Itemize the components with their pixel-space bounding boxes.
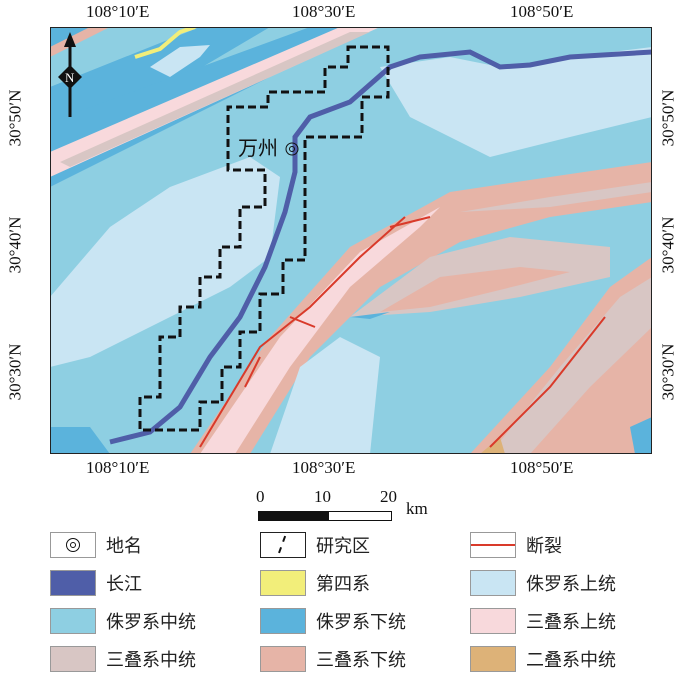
top-lon-label: 108°30′E — [292, 2, 356, 21]
triassic-upper-unit — [200, 207, 440, 454]
legend-item: 三叠系上统 — [470, 608, 616, 634]
left-lat-label: 30°30′N — [5, 343, 25, 401]
triassic-middle-unit — [60, 32, 370, 167]
fault-line — [489, 316, 606, 448]
legend-swatch — [470, 570, 516, 596]
map-frame: 万州 N — [50, 27, 652, 454]
legend-label: 二叠系中统 — [526, 650, 616, 671]
legend-swatch — [470, 608, 516, 634]
legend-label: 断裂 — [526, 536, 562, 557]
triassic-middle-unit — [460, 182, 652, 212]
bottom-lon-label: 108°10′E — [86, 458, 150, 477]
place-icon — [285, 142, 299, 156]
right-lat-label: 30°30′N — [658, 343, 678, 401]
legend-item: 侏罗系中统 — [50, 608, 196, 634]
fault-line — [389, 216, 431, 228]
map-border — [50, 27, 652, 454]
legend-label: 长江 — [106, 574, 142, 595]
study-area-icon — [260, 532, 306, 558]
jurassic-upper-unit — [50, 157, 280, 367]
scale-tick: 10 — [314, 487, 331, 506]
legend-item: 三叠系中统 — [50, 646, 196, 672]
left-lat-label: 30°50′N — [5, 89, 25, 147]
study-area-boundary — [138, 45, 390, 432]
legend-label: 侏罗系中统 — [106, 612, 196, 633]
bottom-lon-label: 108°30′E — [292, 458, 356, 477]
fault-line — [289, 316, 316, 328]
scale-black — [258, 511, 330, 521]
legend-label: 第四系 — [316, 574, 370, 595]
scale-tick: 20 — [380, 487, 397, 506]
top-lon-label: 108°10′E — [86, 2, 150, 21]
legend-label: 研究区 — [316, 536, 370, 557]
legend-label: 地名 — [106, 536, 142, 557]
fault-icon — [470, 532, 516, 558]
jurassic-lower-unit — [50, 427, 110, 454]
triassic-lower-unit — [530, 327, 652, 454]
scale-unit: km — [406, 499, 428, 518]
legend-item: 长江 — [50, 570, 142, 596]
fault-lines — [199, 216, 606, 448]
jurassic-lower-unit — [630, 417, 652, 454]
north-arrow: N — [58, 32, 82, 117]
yangtze-river — [109, 49, 652, 445]
legend-item: 侏罗系上统 — [470, 570, 616, 596]
legend-item: 第四系 — [260, 570, 370, 596]
scale-tick: 0 — [256, 487, 265, 506]
north-label: N — [65, 70, 75, 85]
legend-swatch — [50, 646, 96, 672]
place-icon — [50, 532, 96, 558]
jurassic-lower-unit — [350, 312, 390, 319]
legend-swatch — [260, 646, 306, 672]
right-lat-label: 30°40′N — [658, 216, 678, 274]
right-lat-label: 30°50′N — [658, 89, 678, 147]
fault-line — [199, 216, 406, 448]
legend-item: 侏罗系下统 — [260, 608, 406, 634]
legend-label: 三叠系中统 — [106, 650, 196, 671]
scale-white — [328, 511, 392, 521]
triassic-lower-unit — [380, 267, 570, 312]
legend-item-study-area: 研究区 — [260, 532, 370, 558]
legend-label: 三叠系下统 — [316, 650, 406, 671]
legend-item: 二叠系中统 — [470, 646, 616, 672]
legend-swatch — [470, 646, 516, 672]
left-lat-label: 30°40′N — [5, 216, 25, 274]
legend-label: 侏罗系下统 — [316, 612, 406, 633]
legend-label: 侏罗系上统 — [526, 574, 616, 595]
legend-swatch — [260, 570, 306, 596]
legend-label: 三叠系上统 — [526, 612, 616, 633]
place-icon-inner — [289, 146, 295, 152]
jurassic-upper-unit — [270, 337, 380, 454]
bottom-lon-label: 108°50′E — [510, 458, 574, 477]
legend-item-place: 地名 — [50, 532, 142, 558]
fault-line — [244, 356, 261, 388]
legend-swatch — [50, 608, 96, 634]
legend-swatch — [260, 608, 306, 634]
legend-item-fault: 断裂 — [470, 532, 562, 558]
jurassic-upper-unit — [380, 47, 652, 157]
quaternary-unit — [134, 27, 196, 59]
top-lon-label: 108°50′E — [510, 2, 574, 21]
legend-swatch — [50, 570, 96, 596]
legend-item: 三叠系下统 — [260, 646, 406, 672]
jurassic-upper-unit — [150, 45, 210, 77]
place-label-wanzhou: 万州 — [238, 136, 278, 160]
